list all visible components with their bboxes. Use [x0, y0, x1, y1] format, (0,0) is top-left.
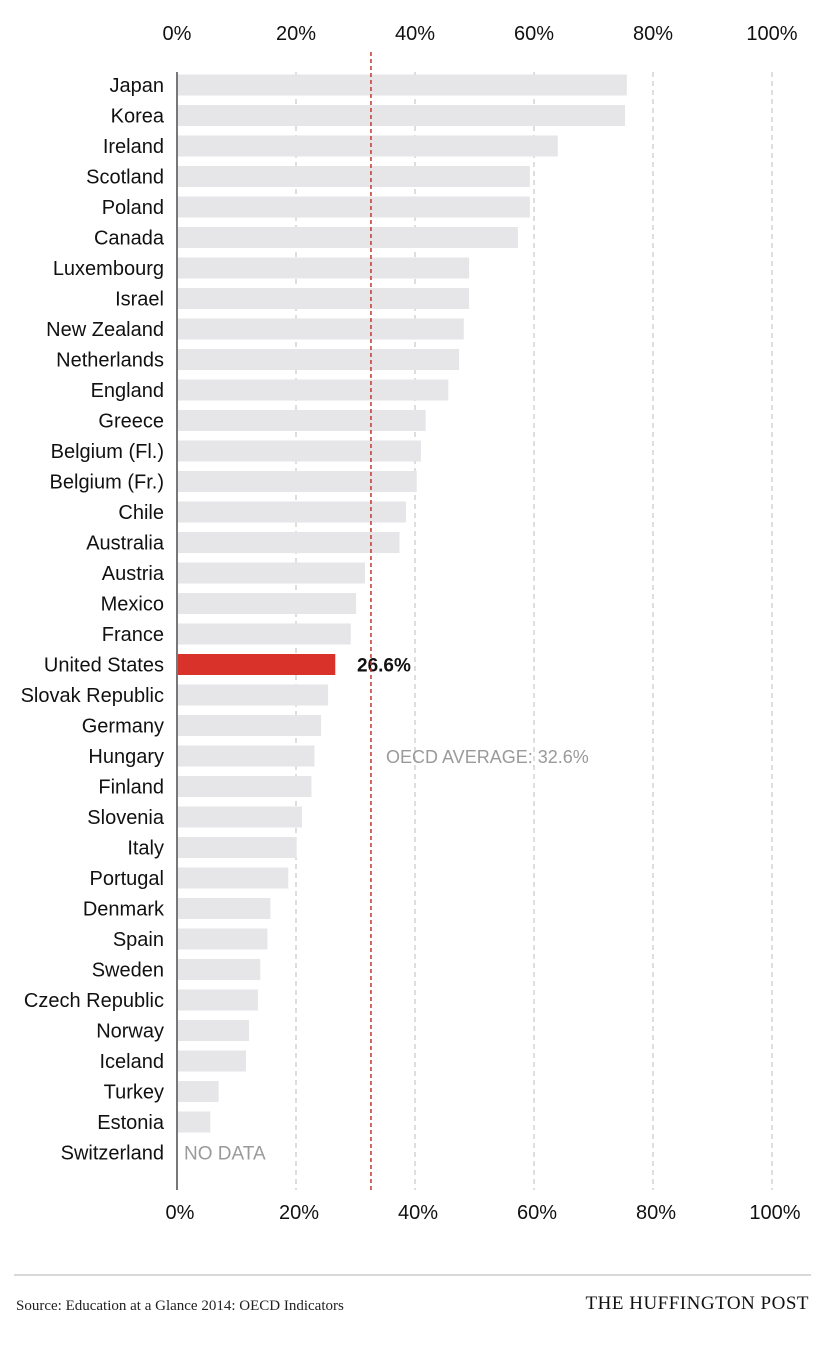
x-tick-label-top: 20%: [276, 23, 316, 45]
bar-denmark: [177, 898, 271, 919]
category-label: England: [91, 380, 164, 402]
bar-new-zealand: [177, 318, 464, 340]
category-label: Korea: [111, 106, 165, 128]
bar-austria: [177, 562, 366, 584]
category-label: Slovak Republic: [21, 685, 164, 707]
bar-united-states: [177, 654, 336, 675]
category-label: Finland: [98, 777, 164, 799]
category-label: Japan: [110, 75, 165, 97]
category-label: Denmark: [83, 899, 165, 921]
category-label: Canada: [94, 228, 165, 250]
brand-logo: THE HUFFINGTON POST: [585, 1293, 809, 1314]
category-label: United States: [44, 655, 164, 677]
bar-australia: [177, 532, 400, 553]
category-label: Luxembourg: [53, 258, 164, 280]
bar-portugal: [177, 867, 289, 889]
category-label: Turkey: [104, 1082, 164, 1104]
x-tick-label-top: 0%: [163, 23, 192, 45]
category-label: France: [102, 624, 164, 646]
category-label: Germany: [82, 716, 164, 738]
category-label: Greece: [98, 411, 164, 433]
category-label: Italy: [127, 838, 164, 860]
bar-slovak-republic: [177, 684, 329, 706]
category-label: Slovenia: [87, 807, 165, 829]
bar-scotland: [177, 166, 530, 187]
bar-greece: [177, 410, 426, 431]
bar-luxembourg: [177, 257, 470, 279]
bar-germany: [177, 715, 321, 736]
bar-turkey: [177, 1081, 219, 1102]
bar-czech-republic: [177, 989, 258, 1011]
bar-norway: [177, 1020, 249, 1041]
bar-mexico: [177, 593, 357, 614]
bar-hungary: [177, 745, 315, 767]
bar-italy: [177, 837, 297, 858]
category-label: Israel: [115, 289, 164, 311]
x-tick-label-bottom: 100%: [749, 1202, 800, 1224]
category-label: Mexico: [101, 594, 164, 616]
bar-chart: 0% 0% 20% 20% 40% 40% 60% 60% 80% 80% 100% 100% Japa…: [21, 23, 801, 1224]
bar-iceland: [177, 1050, 247, 1072]
x-tick-label-top: 40%: [395, 23, 435, 45]
bar-finland: [177, 776, 312, 797]
category-label: Norway: [96, 1021, 164, 1043]
bar-belgium-fl: [177, 440, 421, 462]
category-label: Estonia: [97, 1112, 165, 1134]
bar-spain: [177, 928, 268, 950]
footer-divider: [14, 1274, 811, 1276]
category-label: Poland: [102, 197, 164, 219]
category-label: Australia: [86, 533, 165, 555]
bar-netherlands: [177, 349, 460, 370]
category-label: Sweden: [92, 960, 164, 982]
bar-france: [177, 623, 351, 645]
bar-israel: [177, 288, 470, 309]
bar-poland: [177, 196, 530, 218]
x-tick-label-bottom: 20%: [279, 1202, 319, 1224]
x-tick-label-bottom: 0%: [166, 1202, 195, 1224]
highlight-value-label: 26.6%: [357, 656, 411, 677]
category-label: Belgium (Fl.): [51, 441, 164, 463]
category-label: Scotland: [86, 167, 164, 189]
category-label: New Zealand: [46, 319, 164, 341]
x-tick-label-bottom: 60%: [517, 1202, 557, 1224]
x-tick-label-top: 80%: [633, 23, 673, 45]
category-label: Czech Republic: [24, 990, 164, 1012]
bar-chile: [177, 501, 407, 523]
category-label: Ireland: [103, 136, 164, 158]
bar-sweden: [177, 959, 261, 980]
category-label: Spain: [113, 929, 164, 951]
category-label: Iceland: [100, 1051, 165, 1073]
category-label: Netherlands: [56, 350, 164, 372]
x-tick-label-bottom: 80%: [636, 1202, 676, 1224]
x-tick-label-bottom: 40%: [398, 1202, 438, 1224]
x-tick-label-top: 100%: [746, 23, 797, 45]
x-tick-label-top: 60%: [514, 23, 554, 45]
bar-belgium-fr: [177, 471, 417, 492]
bar-korea: [177, 105, 626, 126]
no-data-label: NO DATA: [184, 1144, 266, 1165]
oecd-average-label: OECD AVERAGE: 32.6%: [386, 747, 589, 767]
source-note: Source: Education at a Glance 2014: OECD…: [16, 1298, 344, 1314]
bar-estonia: [177, 1111, 211, 1133]
category-label: Chile: [118, 502, 164, 524]
bar-slovenia: [177, 806, 302, 828]
bar-ireland: [177, 135, 558, 157]
category-label: Hungary: [88, 746, 164, 768]
category-label: Belgium (Fr.): [50, 472, 164, 494]
category-label: Austria: [102, 563, 165, 585]
category-label: Portugal: [90, 868, 165, 890]
bar-england: [177, 379, 449, 401]
category-label: Switzerland: [61, 1143, 164, 1165]
bar-japan: [177, 74, 627, 96]
bar-canada: [177, 227, 518, 248]
